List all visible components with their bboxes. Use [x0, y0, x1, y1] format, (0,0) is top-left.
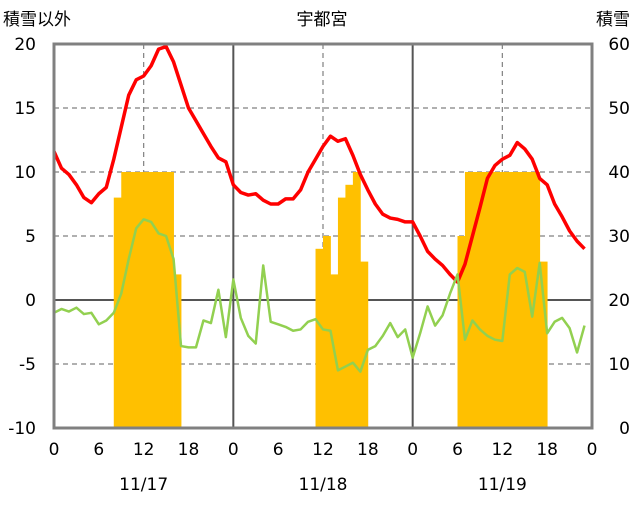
snow-bar [113, 197, 122, 428]
snow-bar [166, 172, 174, 428]
x-tick-label: 18 [357, 440, 379, 460]
snow-bar [173, 274, 182, 428]
right-tick-label: 10 [608, 355, 630, 375]
x-tick-label: 0 [49, 440, 60, 460]
snow-bar [494, 172, 503, 428]
left-tick-label: 15 [14, 99, 36, 119]
plot-frame [52, 42, 594, 430]
snow-bar [337, 197, 346, 428]
snow-bar [532, 172, 541, 428]
x-tick-label: 12 [492, 440, 514, 460]
snow-bar [128, 172, 137, 428]
left-tick-label: 5 [25, 227, 36, 247]
x-tick-label: 0 [228, 440, 239, 460]
snow-bar [509, 172, 518, 428]
snow-bar [143, 172, 152, 428]
x-tick-label: 18 [178, 440, 200, 460]
x-tick-label: 6 [452, 440, 463, 460]
right-axis-label: 積雪 [596, 10, 630, 30]
left-axis-label: 積雪以外 [3, 10, 71, 30]
series-line [53, 218, 586, 373]
x-tick-label: 12 [312, 440, 334, 460]
right-tick-label: 40 [608, 163, 630, 183]
snow-bar [472, 172, 481, 428]
date-label: 11/17 [119, 475, 168, 495]
right-tick-label: 60 [608, 35, 630, 55]
left-tick-label: 10 [14, 163, 36, 183]
snow-bars [113, 172, 548, 428]
left-tick-label: -10 [8, 419, 36, 439]
snow-bar [487, 172, 496, 428]
right-tick-label: 30 [608, 227, 630, 247]
snow-bar [539, 261, 548, 428]
left-tick-label: 0 [25, 291, 36, 311]
snow-bar [315, 248, 324, 428]
left-tick-label: -5 [19, 355, 36, 375]
snow-bar [121, 172, 130, 428]
series-line [52, 44, 586, 284]
snow-bar [360, 261, 369, 428]
date-label: 11/18 [299, 475, 348, 495]
snow-bar [136, 172, 145, 428]
snow-bar [158, 172, 167, 428]
x-tick-label: 0 [407, 440, 418, 460]
snow-bar [323, 236, 331, 428]
x-tick-label: 18 [536, 440, 558, 460]
snow-bar [464, 172, 473, 428]
right-tick-label: 0 [619, 419, 630, 439]
left-tick-label: 20 [14, 35, 36, 55]
snow-bar [517, 172, 526, 428]
x-tick-label: 6 [93, 440, 104, 460]
right-tick-label: 20 [608, 291, 630, 311]
x-tick-label: 12 [133, 440, 155, 460]
snow-bar [151, 172, 160, 428]
x-tick-label: 0 [587, 440, 598, 460]
date-label: 11/19 [478, 475, 527, 495]
chart-title: 宇都宮 [297, 10, 348, 30]
right-tick-label: 50 [608, 99, 630, 119]
snow-bar [479, 172, 488, 428]
snow-bar [352, 172, 361, 428]
snow-bar [345, 184, 354, 428]
snow-bar [457, 236, 466, 428]
x-tick-label: 6 [273, 440, 284, 460]
